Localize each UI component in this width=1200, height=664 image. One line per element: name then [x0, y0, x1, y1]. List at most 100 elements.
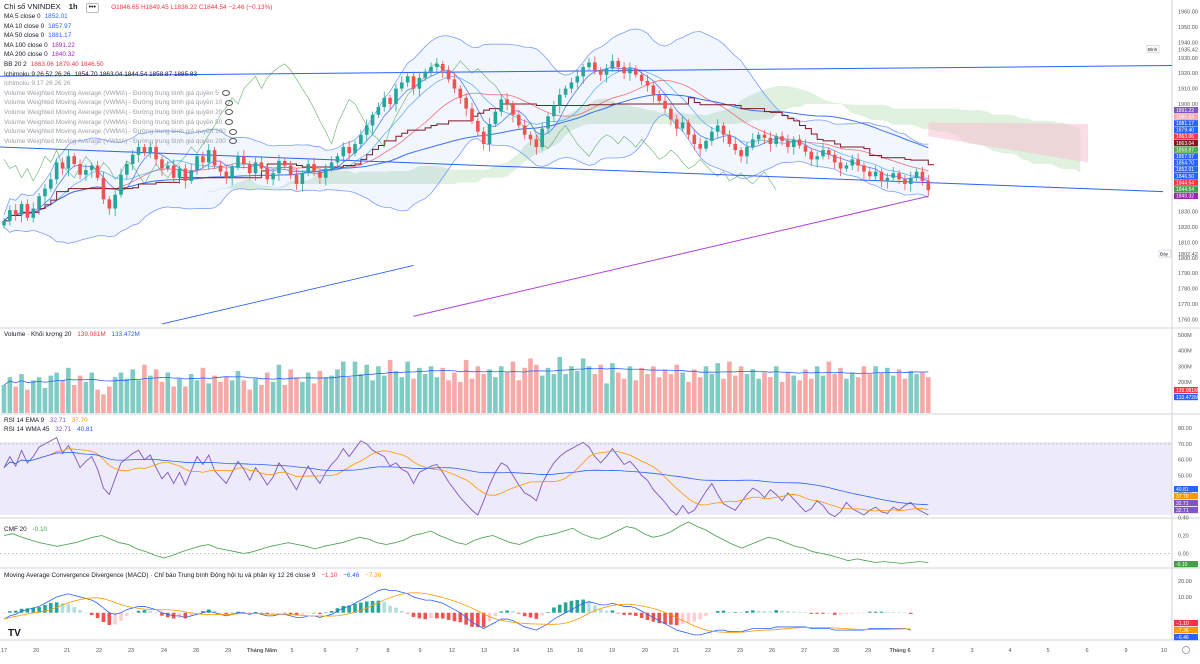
- candle-body: [680, 122, 685, 129]
- legend-item[interactable]: MA 10 close 0 1857.97: [4, 22, 71, 31]
- volume-pane-title[interactable]: Volume · Khối lượng 20 139.081M 133.472M: [4, 331, 140, 338]
- volume-bar: [604, 383, 609, 413]
- legend-item[interactable]: MA 5 close 0 1852.01: [4, 12, 68, 21]
- candle-body: [914, 171, 919, 178]
- volume-bar: [370, 380, 375, 413]
- macd-histogram-bar: [72, 607, 76, 613]
- macd-histogram-bar: [195, 612, 199, 614]
- legend-item[interactable]: Volume Weighted Moving Average (VWMA) - …: [4, 98, 234, 107]
- candle-body: [43, 188, 47, 197]
- volume-badge-label: 133.472M: [1176, 395, 1198, 401]
- eye-icon[interactable]: [228, 128, 237, 135]
- rsi-line: [3, 436, 929, 518]
- candle-body: [885, 177, 890, 181]
- more-options-button[interactable]: •••: [85, 3, 99, 13]
- cmf-pane-title[interactable]: CMF 20 -0.10: [4, 526, 47, 533]
- volume-bar: [300, 381, 305, 413]
- volume-bar: [159, 381, 165, 413]
- legend-item[interactable]: Volume Weighted Moving Average (VWMA) - …: [4, 118, 234, 127]
- candle-body: [31, 208, 36, 218]
- price-badge-label: 1885.83: [1176, 114, 1194, 120]
- macd-value: −6.46: [343, 572, 360, 579]
- macd-histogram-bar: [710, 612, 714, 614]
- macd-histogram-bar: [265, 612, 270, 615]
- macd-histogram-bar: [686, 612, 691, 623]
- legend-item[interactable]: Volume Weighted Moving Average (VWMA) - …: [4, 137, 237, 146]
- volume-bar: [346, 377, 352, 413]
- eye-icon[interactable]: [225, 109, 234, 116]
- volume-bar: [142, 364, 147, 413]
- time-tick-label: 29: [865, 648, 871, 654]
- candle-body: [897, 173, 901, 180]
- macd-hist-value: −1.10: [321, 572, 338, 579]
- legend-item[interactable]: MA 200 close 0 1840.32: [4, 50, 75, 59]
- macd-histogram-bar: [218, 612, 223, 614]
- volume-bar: [855, 377, 861, 413]
- candle-body: [791, 139, 796, 148]
- rsi-badge: [1174, 486, 1198, 493]
- rsi2-pane-title[interactable]: RSI 14 WMA 45 32.71 40.81: [4, 426, 93, 433]
- volume-bar: [633, 380, 639, 413]
- eye-icon[interactable]: [221, 90, 230, 97]
- candle-body: [815, 156, 819, 160]
- macd-histogram-bar: [634, 612, 638, 616]
- time-tick-label: 23: [737, 648, 743, 654]
- candle-body: [657, 94, 661, 101]
- macd-histogram-bar: [552, 607, 556, 613]
- eye-icon[interactable]: [225, 118, 234, 125]
- volume-bar: [107, 386, 112, 413]
- candle-body: [288, 165, 293, 175]
- legend-item[interactable]: MA 50 close 0 1881.17: [4, 31, 71, 40]
- macd-line: [3, 588, 911, 636]
- interval-label[interactable]: 1h: [68, 2, 78, 11]
- volume-bar: [703, 366, 709, 413]
- candle-body: [359, 134, 363, 144]
- price-tick-label: 1780.00: [1178, 287, 1198, 293]
- legend-item[interactable]: Ichimoku 9 26 52 26 26 1854.70 1863.04 18…: [4, 70, 197, 79]
- macd-tick-label: 20.00: [1178, 579, 1192, 585]
- volume-bar: [621, 378, 627, 413]
- legend-item[interactable]: Volume Weighted Moving Average (VWMA) - …: [4, 89, 230, 98]
- price-tick-label: 1830.00: [1178, 210, 1198, 216]
- volume-bar: [89, 372, 95, 413]
- volume-bar: [194, 380, 200, 413]
- volume-bar: [475, 366, 481, 413]
- macd-histogram-bar: [125, 612, 129, 617]
- price-badge: [1174, 186, 1198, 193]
- macd-histogram-bar: [283, 612, 287, 614]
- rsi-tick-label: 80.00: [1178, 426, 1192, 432]
- eye-icon[interactable]: [225, 99, 234, 106]
- candle-body: [341, 147, 346, 157]
- candle-body: [230, 167, 234, 178]
- volume-bar: [393, 370, 399, 413]
- macd-histogram-bar: [815, 612, 819, 614]
- macd-pane-title[interactable]: Moving Average Convergence Divergence (M…: [4, 572, 381, 579]
- macd-label: Moving Average Convergence Divergence (M…: [4, 572, 316, 579]
- legend-item[interactable]: BB 20 2 1863.06 1879.40 1846.50: [4, 60, 104, 69]
- rsi1-pane-title[interactable]: RSI 14 EMA 9 32.71 37.70: [4, 417, 88, 424]
- volume-bar: [545, 367, 551, 413]
- macd-histogram-bar: [37, 607, 41, 613]
- volume-bar: [493, 377, 498, 413]
- macd-histogram-bar: [230, 612, 234, 614]
- macd-histogram-bar: [347, 605, 351, 613]
- legend-item[interactable]: Ichimoku 9 17 26 26 26: [4, 79, 70, 88]
- cmf-value: -0.10: [32, 526, 48, 533]
- legend-item[interactable]: Volume Weighted Moving Average (VWMA) - …: [4, 108, 234, 117]
- candle-body: [72, 156, 76, 164]
- legend-item[interactable]: Volume Weighted Moving Average (VWMA) - …: [4, 127, 237, 136]
- volume-bar: [902, 378, 908, 413]
- price-badge-label: 1846.50: [1176, 174, 1194, 180]
- candle-body: [715, 125, 720, 132]
- candle-body: [721, 125, 726, 135]
- eye-icon[interactable]: [228, 138, 237, 145]
- candle-body: [768, 137, 773, 144]
- volume-bar: [19, 374, 24, 413]
- symbol-title[interactable]: Chỉ số VNINDEX: [4, 2, 61, 11]
- macd-signal-value: −7.36: [365, 572, 382, 579]
- macd-histogram-bar: [388, 605, 392, 613]
- peak-marker-box: [1146, 45, 1160, 53]
- legend-item[interactable]: MA 100 close 0 1891.22: [4, 41, 75, 50]
- macd-histogram-bar: [60, 603, 65, 613]
